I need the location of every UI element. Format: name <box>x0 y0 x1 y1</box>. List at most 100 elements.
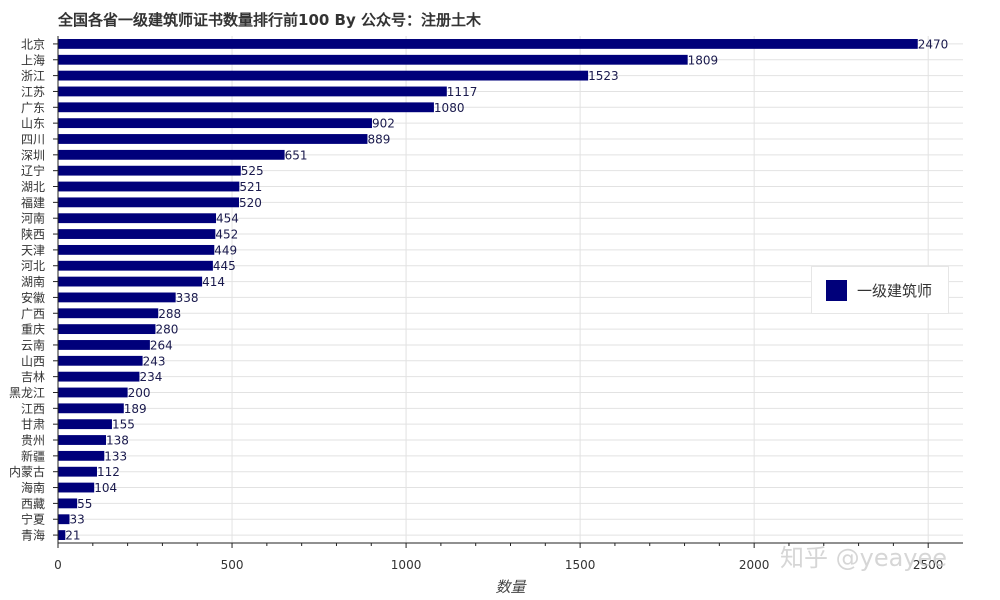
data-label: 445 <box>213 259 236 273</box>
data-label: 452 <box>215 228 238 242</box>
data-label: 2470 <box>918 37 949 51</box>
data-label: 449 <box>214 243 237 257</box>
data-label: 112 <box>97 465 120 479</box>
bar <box>58 54 688 65</box>
data-label: 104 <box>94 481 117 495</box>
bars: 北京 2470 上海 1809 浙江 1523 江苏 1117 广东 1080 山东 902 四川 889… <box>9 37 948 542</box>
y-tick-label: 上海 <box>21 52 45 67</box>
bar <box>58 514 70 525</box>
data-label: 288 <box>158 307 181 321</box>
data-label: 525 <box>241 164 264 178</box>
bar <box>58 134 368 144</box>
x-tick-label: 2000 <box>739 558 770 572</box>
data-label: 454 <box>216 212 239 226</box>
data-label: 902 <box>372 117 395 131</box>
y-tick-label: 安徽 <box>21 290 45 305</box>
bar <box>58 197 239 208</box>
y-tick-label: 广东 <box>21 101 45 115</box>
y-tick-label: 北京 <box>21 37 45 51</box>
bar <box>58 324 156 335</box>
y-tick-label: 陕西 <box>21 227 45 242</box>
data-label: 264 <box>150 338 173 352</box>
bar <box>58 149 285 160</box>
y-tick-label: 新疆 <box>21 448 45 463</box>
y-tick-label: 河南 <box>21 211 45 226</box>
x-tick-label: 1000 <box>391 558 422 572</box>
watermark: 知乎 @yeayee <box>780 544 948 572</box>
data-label: 1523 <box>588 69 619 83</box>
y-tick-label: 湖南 <box>21 274 45 289</box>
y-tick-label: 四川 <box>21 132 45 146</box>
x-tick-label: 0 <box>54 558 62 572</box>
y-tick-label: 甘肃 <box>21 418 45 432</box>
bar <box>58 292 176 303</box>
bar <box>58 86 447 97</box>
y-tick-label: 天津 <box>21 243 45 257</box>
bar <box>58 387 128 398</box>
data-label: 889 <box>367 132 390 146</box>
data-label: 33 <box>69 513 84 527</box>
y-tick-label: 辽宁 <box>21 163 45 178</box>
data-label: 138 <box>106 434 129 448</box>
y-tick-label: 海南 <box>21 480 45 495</box>
bar <box>58 165 241 176</box>
data-label: 280 <box>155 323 178 337</box>
bar <box>58 403 124 414</box>
y-tick-label: 宁夏 <box>21 512 45 527</box>
bar <box>58 530 66 540</box>
data-label: 234 <box>139 370 162 384</box>
y-tick-label: 江苏 <box>21 85 45 99</box>
data-label: 243 <box>143 354 166 368</box>
bar <box>58 498 78 509</box>
y-tick-label: 深圳 <box>21 148 45 162</box>
y-tick-label: 黑龙江 <box>9 386 45 400</box>
bar <box>58 355 143 366</box>
bar <box>58 466 97 477</box>
data-label: 155 <box>112 418 135 432</box>
legend: 一级建筑师 <box>811 266 949 314</box>
data-label: 521 <box>239 180 262 194</box>
x-ticks: 0 500 1000 1500 2000 2500 <box>54 543 943 572</box>
bar <box>58 450 105 461</box>
y-tick-label: 青海 <box>21 528 45 543</box>
y-tick-label: 内蒙古 <box>9 464 45 479</box>
bar <box>58 102 434 113</box>
bar <box>58 70 589 81</box>
y-tick-label: 湖北 <box>21 179 45 194</box>
bar <box>58 118 372 129</box>
data-label: 1809 <box>688 53 719 67</box>
data-label: 414 <box>202 275 225 289</box>
data-label: 651 <box>285 148 308 162</box>
y-tick-label: 西藏 <box>21 497 45 511</box>
y-tick-label: 福建 <box>21 195 45 210</box>
bar <box>58 276 203 287</box>
bar <box>58 244 215 255</box>
chart-title: 全国各省一级建筑师证书数量排行前100 By 公众号：注册土木 <box>58 11 481 29</box>
y-tick-label: 山西 <box>21 354 45 368</box>
bar <box>58 419 112 430</box>
legend-label: 一级建筑师 <box>857 282 933 300</box>
y-tick-label: 贵州 <box>21 434 45 448</box>
y-tick-label: 吉林 <box>21 370 45 384</box>
data-label: 55 <box>77 497 92 511</box>
y-tick-label: 浙江 <box>21 69 45 83</box>
data-label: 1080 <box>434 101 465 115</box>
y-tick-label: 江西 <box>21 402 45 416</box>
bar <box>58 482 95 493</box>
y-tick-label: 重庆 <box>21 323 45 337</box>
bar <box>58 229 216 239</box>
x-axis-title: 数量 <box>495 578 527 596</box>
y-tick-label: 河北 <box>21 259 45 273</box>
x-tick-label: 500 <box>221 558 244 572</box>
y-tick-label: 广西 <box>21 307 45 321</box>
bar <box>58 213 217 224</box>
bar <box>58 260 213 271</box>
y-tick-label: 山东 <box>21 117 45 131</box>
bar <box>58 435 107 445</box>
bar <box>58 371 140 382</box>
x-tick-label: 2500 <box>913 558 944 572</box>
data-label: 133 <box>104 449 127 463</box>
data-label: 200 <box>128 386 151 400</box>
data-label: 338 <box>176 291 199 305</box>
